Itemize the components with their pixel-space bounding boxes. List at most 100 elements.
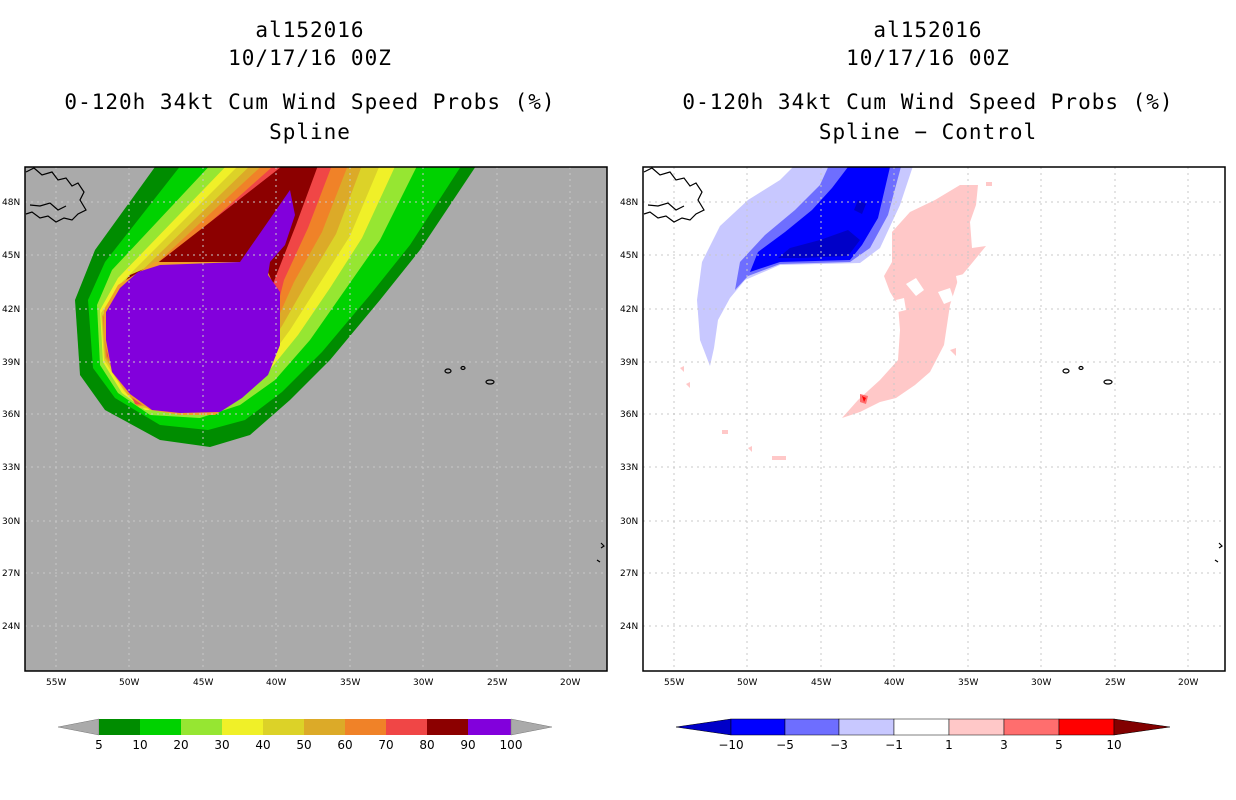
left-lon-label: 35W bbox=[340, 678, 360, 688]
diff-neg-10 bbox=[778, 230, 860, 258]
right-lon-label: 30W bbox=[1031, 678, 1051, 688]
right-map bbox=[642, 166, 1226, 672]
right-title-date: 10/17/16 00Z bbox=[846, 46, 1010, 70]
right-title-product: 0-120h 34kt Cum Wind Speed Probs (%) bbox=[682, 90, 1174, 114]
left-lat-label: 39N bbox=[2, 358, 20, 368]
band-100 bbox=[106, 190, 295, 413]
right-title-storm-id: al152016 bbox=[873, 18, 983, 42]
right-lat-label: 30N bbox=[620, 517, 638, 527]
diff-patch bbox=[686, 382, 690, 388]
diff-pos-1 bbox=[842, 185, 986, 418]
left-colorbar-label: 30 bbox=[214, 738, 229, 752]
left-title-storm-id: al152016 bbox=[255, 18, 365, 42]
right-lon-label: 55W bbox=[664, 678, 684, 688]
right-colorbar-labels: −10 −5 −3 −1 1 3 5 10 bbox=[718, 738, 1121, 752]
left-title-product: 0-120h 34kt Cum Wind Speed Probs (%) bbox=[64, 90, 556, 114]
left-colorbar-swatch bbox=[427, 719, 468, 735]
left-axis-labels: 55W 50W 45W 40W 35W 30W 25W 20W 48N 45N … bbox=[2, 198, 580, 688]
right-colorbar-label: −3 bbox=[830, 738, 848, 752]
left-lon-label: 50W bbox=[119, 678, 139, 688]
left-colorbar-label: 20 bbox=[173, 738, 188, 752]
left-colorbar-low-arrow bbox=[57, 718, 100, 736]
left-colorbar-swatch bbox=[304, 719, 345, 735]
right-colorbar-low-arrow bbox=[675, 718, 732, 736]
diff-patch bbox=[986, 182, 992, 186]
right-colorbar-boxes bbox=[730, 718, 1115, 736]
left-colorbar-label: 70 bbox=[378, 738, 393, 752]
right-colorbar: −10 −5 −3 −1 1 3 5 10 bbox=[675, 718, 1171, 752]
right-lon-label: 25W bbox=[1105, 678, 1125, 688]
right-lat-label: 24N bbox=[620, 622, 638, 632]
right-lat-label: 48N bbox=[620, 198, 638, 208]
left-colorbar-swatch bbox=[222, 719, 263, 735]
right-colorbar-swatch bbox=[838, 718, 895, 736]
left-colorbar-label: 10 bbox=[132, 738, 147, 752]
left-grid bbox=[25, 167, 607, 671]
left-colorbar-label: 60 bbox=[337, 738, 352, 752]
diff-hole bbox=[896, 298, 906, 312]
left-colorbar-high-arrow bbox=[510, 718, 553, 736]
left-lat-label: 42N bbox=[2, 305, 20, 315]
right-difference-field bbox=[680, 167, 992, 460]
left-colorbar-label: 50 bbox=[296, 738, 311, 752]
left-map-frame bbox=[24, 166, 608, 672]
left-lat-label: 36N bbox=[2, 410, 20, 420]
left-colorbar-swatch bbox=[468, 719, 511, 735]
right-colorbar-swatch bbox=[893, 718, 950, 736]
right-grid bbox=[643, 167, 1225, 671]
diff-pos-5 bbox=[862, 396, 866, 402]
right-colorbar-label: 10 bbox=[1106, 738, 1121, 752]
right-lon-label: 50W bbox=[737, 678, 757, 688]
right-colorbar-swatch bbox=[948, 718, 1005, 736]
left-colorbar-label: 80 bbox=[419, 738, 434, 752]
right-colorbar-high-arrow bbox=[1113, 718, 1171, 736]
left-colorbar-swatch bbox=[181, 719, 222, 735]
right-map-frame bbox=[642, 166, 1226, 672]
right-colorbar-label: −1 bbox=[885, 738, 903, 752]
left-lat-label: 45N bbox=[2, 251, 20, 261]
right-lat-label: 45N bbox=[620, 251, 638, 261]
left-colorbar-label: 90 bbox=[460, 738, 475, 752]
left-lon-label: 25W bbox=[487, 678, 507, 688]
right-lon-label: 20W bbox=[1178, 678, 1198, 688]
left-colorbar-swatch bbox=[263, 719, 304, 735]
left-colorbar-label: 5 bbox=[95, 738, 103, 752]
right-coastlines bbox=[643, 167, 1223, 563]
left-title-method: Spline bbox=[269, 120, 351, 144]
left-colorbar-swatch bbox=[386, 719, 427, 735]
left-lon-label: 45W bbox=[193, 678, 213, 688]
left-probability-field bbox=[75, 167, 476, 447]
right-lat-label: 42N bbox=[620, 305, 638, 315]
left-colorbar-boxes bbox=[99, 719, 511, 735]
diff-hole bbox=[906, 278, 924, 296]
right-colorbar-swatch bbox=[730, 718, 786, 736]
left-colorbar-labels: 5 10 20 30 40 50 60 70 80 90 100 bbox=[95, 738, 522, 752]
diff-patch bbox=[950, 348, 956, 356]
right-colorbar-label: −10 bbox=[718, 738, 743, 752]
left-lat-label: 33N bbox=[2, 463, 20, 473]
left-lat-label: 27N bbox=[2, 569, 20, 579]
diff-hole bbox=[938, 288, 954, 304]
left-colorbar-swatch bbox=[99, 719, 140, 735]
right-title-method: Spline − Control bbox=[818, 120, 1038, 144]
left-lon-label: 55W bbox=[46, 678, 66, 688]
left-lon-label: 20W bbox=[560, 678, 580, 688]
diff-neg-10-spot bbox=[854, 200, 866, 214]
right-colorbar-swatch bbox=[1058, 718, 1115, 736]
right-lon-label: 40W bbox=[884, 678, 904, 688]
diff-patch bbox=[722, 430, 728, 434]
right-lat-label: 39N bbox=[620, 358, 638, 368]
diff-patch bbox=[748, 446, 752, 452]
left-lat-label: 24N bbox=[2, 622, 20, 632]
diff-patch bbox=[680, 366, 684, 372]
left-lon-label: 40W bbox=[266, 678, 286, 688]
right-colorbar-label: 3 bbox=[1000, 738, 1008, 752]
left-title-date: 10/17/16 00Z bbox=[228, 46, 392, 70]
right-colorbar-label: 5 bbox=[1055, 738, 1063, 752]
left-lon-label: 30W bbox=[413, 678, 433, 688]
left-coastlines bbox=[25, 167, 605, 563]
diff-patch bbox=[772, 456, 786, 460]
right-lat-label: 36N bbox=[620, 410, 638, 420]
left-colorbar-label: 40 bbox=[255, 738, 270, 752]
